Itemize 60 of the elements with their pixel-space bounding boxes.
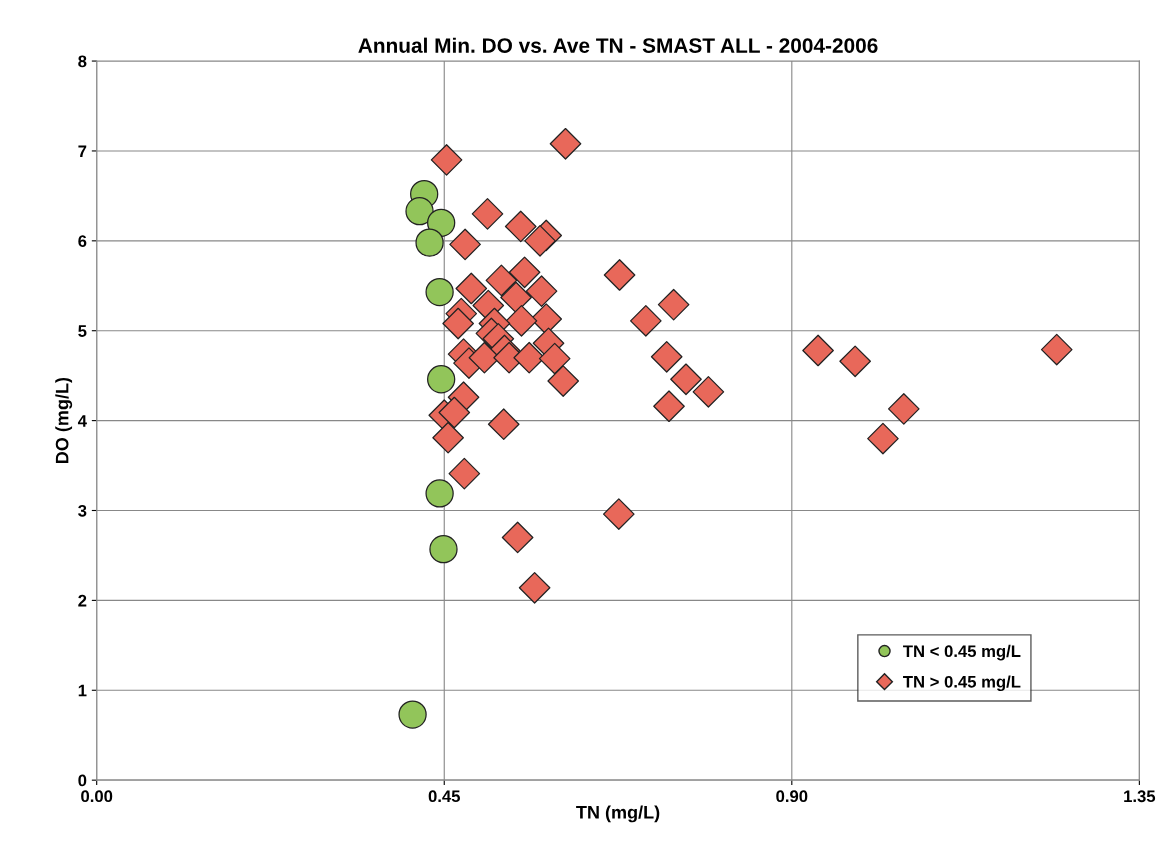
point	[430, 144, 463, 176]
point	[504, 210, 537, 243]
y-axis-title: DO (mg/L)	[55, 377, 73, 464]
legend-label: TN > 0.45 mg/L	[903, 675, 1021, 692]
point	[449, 228, 481, 261]
point	[505, 304, 538, 337]
point	[485, 264, 518, 297]
y-tick-label: 7	[78, 145, 87, 157]
point	[802, 334, 834, 367]
point	[442, 307, 474, 340]
y-tick-label: 0	[78, 774, 87, 787]
point	[538, 342, 571, 375]
point	[438, 396, 471, 429]
point	[432, 421, 464, 454]
point	[448, 457, 481, 490]
point	[839, 345, 871, 378]
point	[653, 390, 685, 423]
point	[549, 127, 582, 160]
point	[867, 422, 899, 455]
point	[500, 281, 532, 314]
point	[427, 365, 456, 394]
point	[518, 571, 551, 604]
point	[398, 700, 427, 729]
legend-label: TN < 0.45 mg/L	[903, 644, 1021, 661]
point	[425, 479, 454, 508]
point	[425, 277, 454, 307]
y-tick-label: 8	[78, 55, 87, 68]
y-tick-label: 2	[78, 594, 87, 607]
point	[629, 304, 662, 337]
point	[501, 521, 534, 554]
point	[487, 408, 520, 441]
x-tick-label: 0.00	[81, 790, 113, 803]
point	[692, 376, 725, 408]
point	[455, 272, 488, 305]
chart-title: Annual Min. DO vs. Ave TN - SMAST ALL - 2004-2006	[358, 37, 878, 53]
y-tick-label: 1	[78, 684, 87, 697]
point	[405, 197, 434, 226]
point	[524, 224, 556, 257]
y-tick-label: 4	[77, 415, 87, 427]
point	[471, 198, 504, 230]
point	[547, 365, 580, 397]
x-tick-label: 1.35	[1124, 790, 1156, 803]
point	[415, 228, 444, 257]
point	[1040, 333, 1073, 366]
point	[525, 275, 558, 308]
point	[650, 340, 683, 373]
point	[657, 288, 690, 321]
x-tick-label: 0.45	[428, 790, 461, 803]
point	[427, 208, 456, 238]
point	[429, 534, 458, 564]
point	[602, 498, 635, 530]
point	[508, 256, 541, 289]
y-tick-label: 5	[78, 325, 87, 337]
y-tick-label: 3	[78, 504, 87, 517]
point	[887, 393, 920, 425]
point	[670, 363, 702, 396]
x-tick-label: 0.90	[776, 790, 808, 803]
point	[603, 259, 636, 291]
y-tick-label: 6	[78, 235, 87, 248]
x-axis-title: TN (mg/L)	[576, 805, 660, 823]
